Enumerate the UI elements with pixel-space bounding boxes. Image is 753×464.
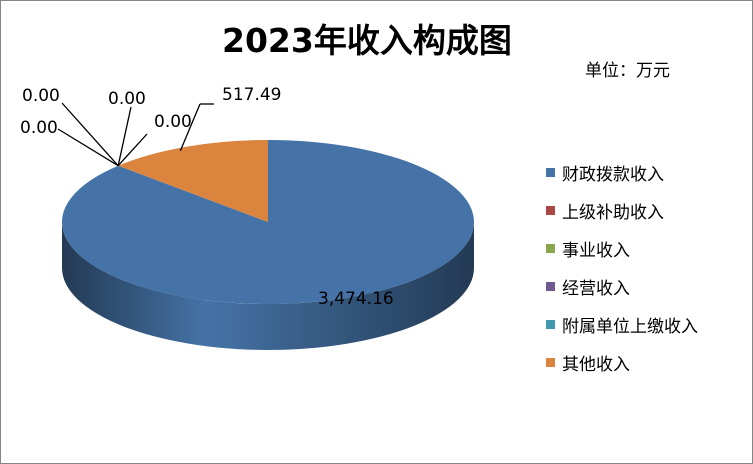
legend-swatch (546, 205, 555, 215)
legend-item-4: 附属单位上缴收入 (546, 305, 751, 343)
legend-item-5: 其他收入 (546, 343, 751, 381)
data-label-3: 0.00 (108, 89, 146, 109)
legend-swatch (546, 357, 555, 367)
legend-label: 附属单位上缴收入 (562, 316, 698, 337)
legend-label: 其他收入 (562, 354, 630, 375)
data-label-5: 517.49 (222, 85, 281, 105)
data-label-0: 3,474.16 (318, 289, 394, 309)
pie-slice-5 (118, 140, 268, 222)
pie-side-0 (62, 222, 474, 350)
data-label-4: 0.00 (154, 112, 192, 132)
legend: 财政拨款收入 上级补助收入 事业收入经营收入附属单位上缴收入 其他收入 (546, 153, 751, 381)
leader-line-1 (57, 128, 119, 167)
leader-line-4 (117, 133, 148, 167)
legend-label: 经营收入 (562, 278, 630, 299)
leader-line-5 (179, 103, 201, 151)
leader-line-3 (117, 106, 132, 166)
chart-title: 2023年收入构成图 (222, 21, 512, 60)
data-label-1: 0.00 (20, 118, 58, 138)
legend-item-1: 上级补助收入 (546, 191, 751, 229)
legend-item-2: 事业收入 (546, 229, 751, 267)
legend-item-3: 经营收入 (546, 267, 751, 305)
pie-slice-0 (61, 140, 474, 304)
leader-line-2 (61, 102, 119, 167)
legend-label: 上级补助收入 (562, 202, 664, 223)
legend-item-0: 财政拨款收入 (546, 153, 751, 191)
legend-swatch (546, 319, 555, 329)
legend-swatch (546, 167, 555, 177)
legend-label: 财政拨款收入 (562, 164, 664, 185)
data-label-2: 0.00 (22, 86, 60, 106)
legend-label: 事业收入 (562, 240, 630, 261)
legend-swatch (546, 243, 555, 253)
legend-swatch (546, 281, 555, 291)
unit-label: 单位：万元 (585, 61, 670, 81)
